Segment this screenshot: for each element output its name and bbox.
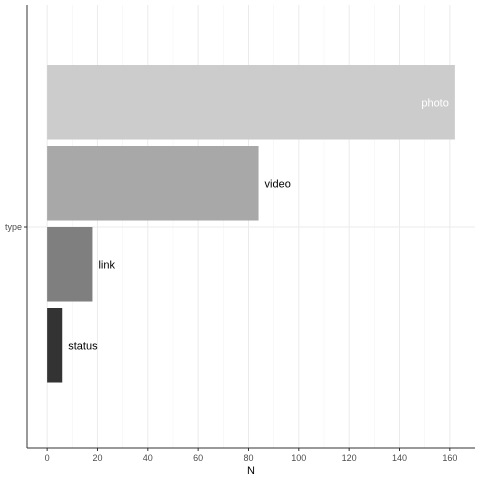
x-axis-title: N [247,465,255,477]
y-axis-ticks: type [5,222,27,232]
bar-label-link: link [98,259,115,271]
x-axis-ticks: 0 20 40 60 80 100 120 140 160 [45,448,457,463]
x-tick-label: 20 [92,453,102,463]
bar-link [47,227,93,302]
bar-label-video: video [265,178,291,190]
x-tick-label: 100 [291,453,306,463]
bar-labels: photo video link status [68,97,449,352]
bars [47,65,455,383]
x-tick-label: 140 [392,453,407,463]
bar-label-status: status [68,340,98,352]
x-tick-label: 0 [45,453,50,463]
y-tick-label: type [5,222,22,232]
bar-photo [47,65,455,140]
bar-video [47,146,259,221]
bar-label-photo: photo [421,97,449,109]
x-tick-label: 120 [342,453,357,463]
x-tick-label: 60 [193,453,203,463]
x-tick-label: 40 [143,453,153,463]
x-tick-label: 160 [442,453,457,463]
x-tick-label: 80 [243,453,253,463]
bar-status [47,308,63,383]
